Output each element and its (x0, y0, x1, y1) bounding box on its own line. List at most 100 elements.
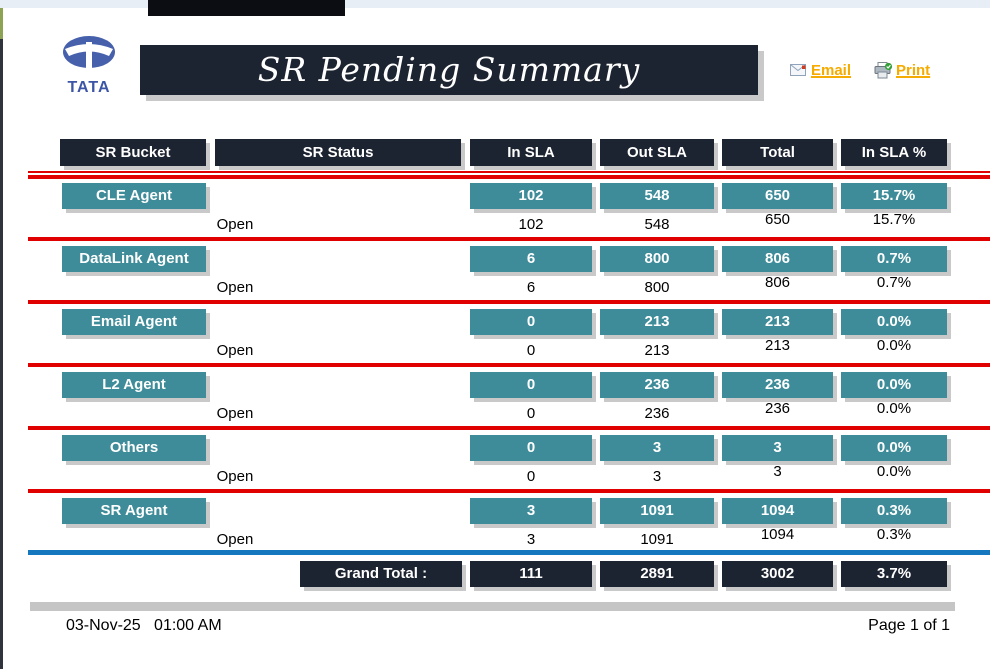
grand-total-out-sla: 2891 (600, 561, 714, 587)
summary-in-sla-pct: 0.0% (841, 372, 947, 398)
page-number: Page 1 of 1 (868, 617, 950, 634)
grand-total-in-sla: 111 (470, 561, 592, 587)
group-separator-line (28, 363, 990, 367)
summary-out-sla: 548 (600, 183, 714, 209)
summary-in-sla: 6 (470, 246, 592, 272)
status-label: Open (216, 531, 254, 548)
summary-in-sla: 0 (470, 372, 592, 398)
open-out-sla: 548 (644, 216, 670, 233)
open-total: 236 (764, 400, 791, 417)
tata-logo-icon (63, 36, 115, 71)
bucket-label: Email Agent (62, 309, 206, 335)
footer-divider (30, 602, 955, 611)
summary-total: 650 (722, 183, 833, 209)
bucket-label: DataLink Agent (62, 246, 206, 272)
email-icon (790, 63, 806, 76)
grand-total-total: 3002 (722, 561, 833, 587)
status-label: Open (216, 216, 254, 233)
table-group-l2-agent: L2 Agent 0 236 236 0.0% Open 0 236 236 0… (0, 372, 990, 435)
grand-total-separator-line (28, 550, 990, 555)
summary-total: 3 (722, 435, 833, 461)
grand-total-in-sla-pct: 3.7% (841, 561, 947, 587)
tata-logo: TATA (56, 34, 122, 96)
open-out-sla: 800 (644, 279, 670, 296)
open-in-sla: 0 (526, 342, 536, 359)
summary-out-sla: 1091 (600, 498, 714, 524)
summary-in-sla: 102 (470, 183, 592, 209)
table-group-cle-agent: CLE Agent 102 548 650 15.7% Open 102 548… (0, 183, 990, 246)
summary-out-sla: 213 (600, 309, 714, 335)
summary-out-sla: 236 (600, 372, 714, 398)
report-title: SR Pending Summary (140, 45, 758, 95)
open-in-sla-pct: 0.3% (876, 526, 912, 543)
grand-total-label: Grand Total : (300, 561, 462, 587)
top-strip (0, 0, 990, 8)
open-in-sla: 102 (518, 216, 544, 233)
header-separator-line (28, 175, 990, 179)
open-in-sla: 0 (526, 405, 536, 422)
print-icon (874, 61, 893, 78)
header-total: Total (722, 139, 833, 166)
summary-in-sla: 0 (470, 435, 592, 461)
summary-in-sla-pct: 0.0% (841, 435, 947, 461)
table-group-sr-agent: SR Agent 3 1091 1094 0.3% Open 3 1091 10… (0, 498, 990, 561)
open-total: 1094 (760, 526, 795, 543)
print-link-label[interactable]: Print (896, 61, 931, 79)
summary-in-sla: 0 (470, 309, 592, 335)
group-separator-line (28, 237, 990, 241)
tata-wordmark: TATA (67, 79, 111, 96)
bucket-label: SR Agent (62, 498, 206, 524)
header-sr-bucket: SR Bucket (60, 139, 206, 166)
status-label: Open (216, 468, 254, 485)
open-total: 650 (764, 211, 791, 228)
status-label: Open (216, 405, 254, 422)
group-separator-line (28, 300, 990, 304)
open-out-sla: 236 (644, 405, 670, 422)
open-in-sla-pct: 15.7% (872, 211, 916, 228)
summary-total: 236 (722, 372, 833, 398)
header-sr-status: SR Status (215, 139, 461, 166)
header-in-sla: In SLA (470, 139, 592, 166)
header-separator-line (28, 171, 990, 173)
summary-total: 1094 (722, 498, 833, 524)
open-in-sla-pct: 0.0% (876, 463, 912, 480)
group-separator-line (28, 489, 990, 493)
email-link[interactable]: Email (790, 61, 851, 79)
open-in-sla-pct: 0.7% (876, 274, 912, 291)
table-group-datalink-agent: DataLink Agent 6 800 806 0.7% Open 6 800… (0, 246, 990, 309)
open-out-sla: 1091 (640, 531, 674, 548)
open-total: 806 (764, 274, 791, 291)
open-in-sla: 0 (526, 468, 536, 485)
status-label: Open (216, 342, 254, 359)
bucket-label: L2 Agent (62, 372, 206, 398)
top-bar-fragment (148, 0, 345, 16)
open-total: 3 (773, 463, 782, 480)
summary-in-sla-pct: 0.7% (841, 246, 947, 272)
group-separator-line (28, 426, 990, 430)
header-out-sla: Out SLA (600, 139, 714, 166)
summary-in-sla-pct: 0.0% (841, 309, 947, 335)
print-link[interactable]: Print (874, 61, 930, 79)
open-in-sla-pct: 0.0% (876, 337, 912, 354)
summary-out-sla: 3 (600, 435, 714, 461)
open-total: 213 (764, 337, 791, 354)
open-out-sla: 3 (652, 468, 662, 485)
left-edge-border (0, 39, 3, 669)
open-in-sla-pct: 0.0% (876, 400, 912, 417)
open-in-sla: 3 (526, 531, 536, 548)
table-group-email-agent: Email Agent 0 213 213 0.0% Open 0 213 21… (0, 309, 990, 372)
header-in-sla-pct: In SLA % (841, 139, 947, 166)
table-group-others: Others 0 3 3 0.0% Open 0 3 3 0.0% (0, 435, 990, 498)
summary-in-sla: 3 (470, 498, 592, 524)
report-datetime: 03-Nov-25 01:00 AM (66, 617, 222, 634)
open-out-sla: 213 (644, 342, 670, 359)
summary-in-sla-pct: 15.7% (841, 183, 947, 209)
summary-in-sla-pct: 0.3% (841, 498, 947, 524)
summary-total: 806 (722, 246, 833, 272)
left-edge-green (0, 8, 3, 39)
open-in-sla: 6 (526, 279, 536, 296)
summary-out-sla: 800 (600, 246, 714, 272)
status-label: Open (216, 279, 254, 296)
bucket-label: Others (62, 435, 206, 461)
email-link-label[interactable]: Email (811, 61, 852, 79)
